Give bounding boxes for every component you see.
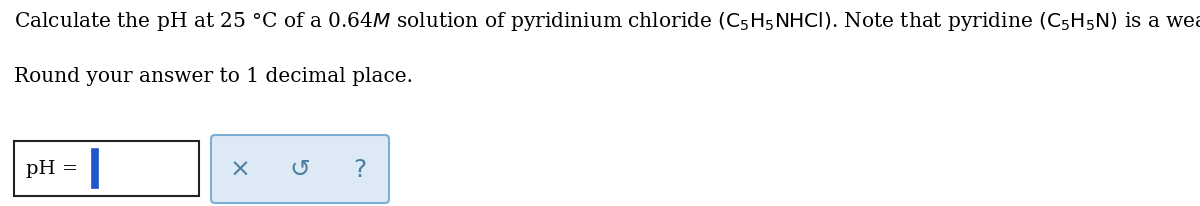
Text: Calculate the pH at 25 $\degree$C of a 0.64$M$ solution of pyridinium chloride $: Calculate the pH at 25 $\degree$C of a 0… [14, 10, 1200, 33]
Bar [14, 141, 199, 196]
Text: ↺: ↺ [289, 157, 311, 181]
Text: ×: × [229, 157, 251, 181]
Text: ?: ? [353, 157, 367, 181]
Bar [92, 149, 98, 188]
FancyBboxPatch shape [211, 135, 389, 203]
Text: Round your answer to 1 decimal place.: Round your answer to 1 decimal place. [14, 67, 413, 85]
Text: pH =: pH = [26, 160, 84, 178]
